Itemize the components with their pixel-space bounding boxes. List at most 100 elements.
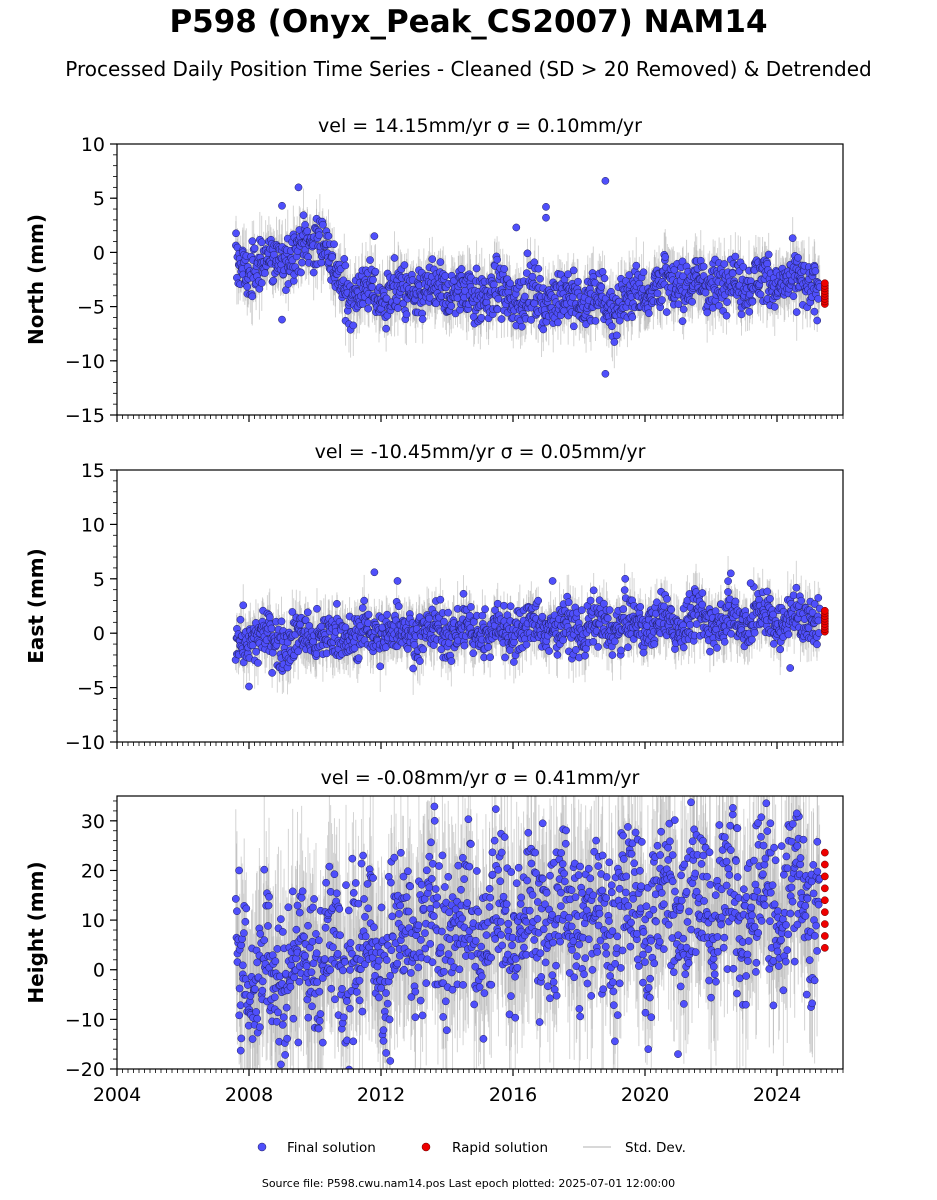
final-point xyxy=(427,838,435,847)
final-point xyxy=(600,274,609,283)
final-point xyxy=(512,879,521,888)
final-point xyxy=(542,213,550,222)
final-point xyxy=(697,860,706,868)
panel-title: vel = -10.45mm/yr σ = 0.05mm/yr xyxy=(315,441,646,463)
final-point xyxy=(619,831,627,840)
final-point xyxy=(349,889,358,897)
final-point xyxy=(652,917,660,926)
final-point xyxy=(494,865,502,874)
final-point xyxy=(720,637,729,646)
final-point xyxy=(809,889,818,898)
final-point xyxy=(746,579,755,588)
final-point xyxy=(813,640,821,649)
final-point xyxy=(358,1007,367,1016)
final-point xyxy=(491,805,500,813)
final-point xyxy=(294,183,303,192)
final-point xyxy=(485,884,494,893)
final-point xyxy=(279,1013,288,1022)
final-point xyxy=(342,881,350,889)
final-point xyxy=(295,908,304,917)
final-point xyxy=(459,981,467,989)
panel-3: −20 −10 0 10 20 30 2004 2008 2012 2016 2020 2024 vel… xyxy=(24,767,844,1106)
final-point xyxy=(488,848,497,857)
final-point xyxy=(395,951,404,960)
final-point xyxy=(729,804,737,812)
final-point xyxy=(737,310,746,319)
final-point xyxy=(257,279,266,287)
final-point xyxy=(253,1014,262,1023)
final-point xyxy=(674,1050,682,1058)
final-point xyxy=(472,264,481,273)
final-point xyxy=(639,268,648,277)
x-tick-label: 2020 xyxy=(621,1084,669,1106)
final-point xyxy=(288,608,297,616)
final-point xyxy=(549,978,558,986)
final-point xyxy=(587,992,596,1000)
y-tick-label: −15 xyxy=(65,405,105,427)
final-point xyxy=(677,871,685,880)
final-point xyxy=(364,904,373,913)
final-point xyxy=(639,950,647,959)
final-point xyxy=(274,1008,282,1017)
final-point xyxy=(390,254,399,262)
final-point xyxy=(588,966,597,974)
final-point xyxy=(482,931,491,939)
final-point xyxy=(467,840,475,848)
final-point xyxy=(485,903,494,911)
final-point xyxy=(299,211,308,220)
final-point xyxy=(257,238,266,247)
final-point xyxy=(679,305,688,314)
final-point xyxy=(687,925,695,934)
final-point xyxy=(430,802,439,811)
final-point xyxy=(407,969,415,977)
final-point xyxy=(406,882,415,891)
final-point xyxy=(766,917,774,925)
rapid-point xyxy=(821,932,829,940)
final-point xyxy=(649,905,658,914)
final-point xyxy=(533,915,542,923)
final-point xyxy=(399,872,408,881)
final-point xyxy=(598,851,607,860)
final-point xyxy=(574,871,583,879)
final-point xyxy=(465,862,474,871)
final-point xyxy=(486,653,494,662)
final-point xyxy=(705,976,713,985)
final-point xyxy=(706,880,715,889)
final-point xyxy=(759,841,768,850)
final-point xyxy=(774,907,782,915)
final-point xyxy=(451,905,460,914)
final-point xyxy=(301,951,309,960)
final-point xyxy=(602,873,611,881)
final-solution-points xyxy=(231,798,824,1069)
final-point xyxy=(397,848,405,857)
final-point xyxy=(724,588,732,596)
final-point xyxy=(396,901,405,910)
final-point xyxy=(759,870,767,879)
legend-final-marker xyxy=(257,1142,267,1152)
final-point xyxy=(625,271,634,279)
final-point xyxy=(679,643,688,652)
final-point xyxy=(546,994,554,1003)
final-solution-points xyxy=(231,568,824,691)
y-tick-label: 0 xyxy=(93,623,105,645)
final-point xyxy=(596,936,605,945)
final-point xyxy=(454,861,463,870)
final-point xyxy=(388,932,397,941)
final-point xyxy=(554,318,562,327)
x-tick-label: 2016 xyxy=(489,1084,537,1106)
final-point xyxy=(771,856,780,865)
final-point xyxy=(761,901,769,910)
final-point xyxy=(480,989,489,997)
final-point xyxy=(300,932,308,941)
final-point xyxy=(610,338,619,346)
final-point xyxy=(619,855,628,863)
final-point xyxy=(810,307,819,316)
final-point xyxy=(316,1010,325,1018)
final-point xyxy=(684,959,693,967)
final-point xyxy=(523,876,531,885)
final-point xyxy=(369,275,377,284)
final-point xyxy=(425,852,434,861)
final-point xyxy=(627,850,636,858)
final-point xyxy=(298,887,307,896)
final-point xyxy=(726,569,735,578)
